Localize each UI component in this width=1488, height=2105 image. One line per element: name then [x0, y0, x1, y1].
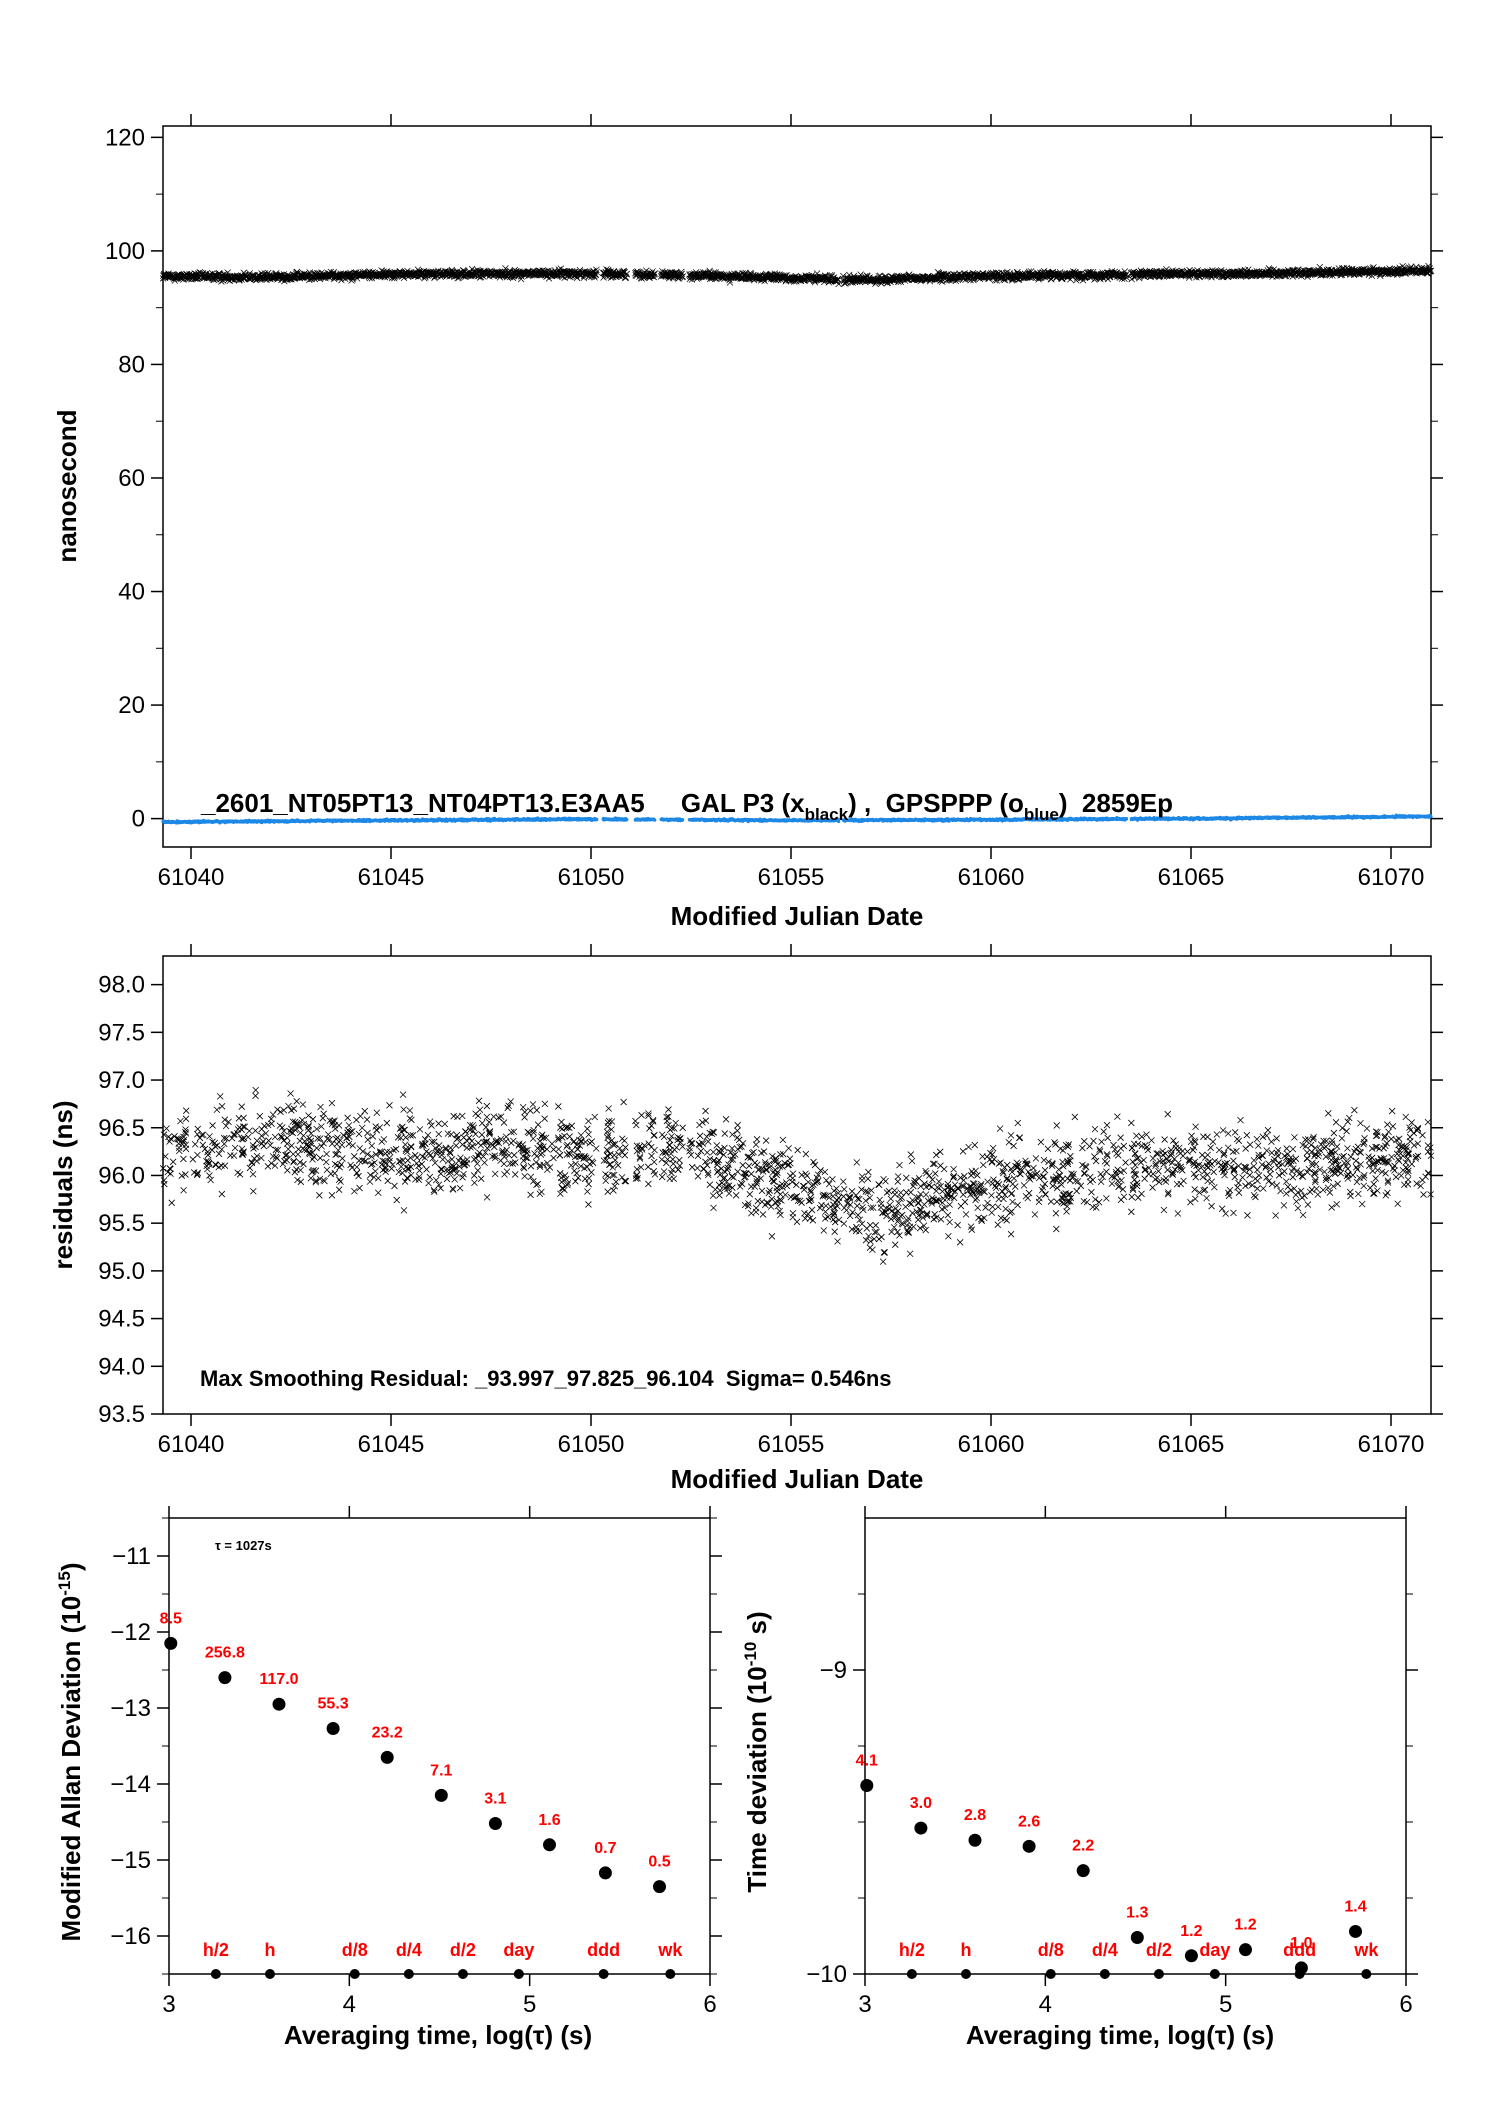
offset-point-blue	[625, 817, 629, 822]
offset-point-black	[236, 276, 243, 284]
offset-plot-data	[159, 262, 1435, 825]
offset-point-blue	[653, 818, 657, 822]
offset-point-blue	[595, 817, 599, 822]
offset-plot-frame	[162, 125, 1432, 848]
offset-point-black	[293, 268, 301, 276]
offset-point-black	[298, 274, 305, 281]
offset-plot: 61040 61045 61050 61055 61060 61065 6107002040…	[52, 114, 1443, 931]
offset-point-blue	[681, 818, 685, 822]
